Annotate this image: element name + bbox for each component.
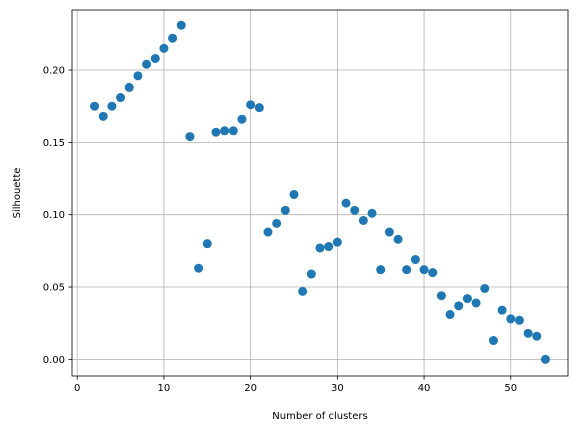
y-tick-label: 0.05: [43, 283, 65, 294]
data-point: [185, 132, 195, 142]
data-point: [419, 265, 429, 275]
y-tick-label: 0.15: [43, 138, 65, 149]
x-tick-label: 10: [158, 383, 171, 394]
data-point: [98, 111, 108, 121]
data-point: [428, 268, 438, 278]
data-point: [488, 336, 498, 346]
data-point: [298, 286, 308, 296]
data-point: [497, 305, 507, 315]
data-point: [306, 269, 316, 279]
x-tick-label: 0: [74, 383, 80, 394]
data-point: [228, 126, 238, 136]
data-point: [176, 20, 186, 30]
data-point: [540, 354, 550, 364]
data-point: [202, 239, 212, 249]
data-point: [133, 71, 143, 81]
plot-frame: [71, 9, 569, 377]
data-point: [107, 101, 117, 111]
data-point: [150, 53, 160, 63]
data-point: [280, 205, 290, 215]
data-point: [315, 243, 325, 253]
y-tick-label: 0.10: [43, 210, 65, 221]
data-point: [116, 93, 126, 103]
data-point: [220, 126, 230, 136]
x-tick-label: 50: [504, 383, 517, 394]
data-point: [384, 227, 394, 237]
data-point: [532, 331, 542, 341]
y-tick-label: 0.20: [43, 66, 65, 77]
data-point: [289, 189, 299, 199]
data-point: [237, 114, 247, 124]
x-tick-label: 30: [331, 383, 344, 394]
y-axis-ticks: 0.00 0.05 0.10 0.15 0.20: [43, 66, 72, 366]
data-point: [367, 208, 377, 218]
x-axis-label: Number of clusters: [272, 411, 367, 422]
data-point: [324, 242, 334, 252]
data-point: [124, 82, 134, 92]
data-point: [358, 215, 368, 225]
data-point: [436, 291, 446, 301]
data-point: [445, 310, 455, 320]
data-point: [142, 59, 152, 69]
data-point: [514, 315, 524, 325]
data-point: [462, 294, 472, 304]
x-tick-label: 20: [244, 383, 257, 394]
x-tick-label: 40: [418, 383, 431, 394]
data-points: [90, 20, 550, 364]
data-point: [159, 43, 169, 53]
data-point: [168, 33, 178, 43]
data-point: [410, 255, 420, 265]
data-point: [454, 301, 464, 311]
data-point: [194, 263, 204, 273]
data-point: [471, 298, 481, 308]
data-point: [350, 205, 360, 215]
data-point: [402, 265, 412, 275]
data-point: [90, 101, 100, 111]
data-point: [332, 237, 342, 247]
data-point: [254, 103, 264, 113]
data-point: [246, 100, 256, 110]
data-point: [341, 198, 351, 208]
x-axis-ticks: 0 10 20 30 40 50: [74, 376, 517, 394]
data-point: [393, 234, 403, 244]
y-axis-label: Silhouette: [12, 168, 23, 219]
data-point: [263, 227, 273, 237]
data-point: [376, 265, 386, 275]
data-point: [523, 328, 533, 338]
data-point: [480, 283, 490, 293]
data-point: [506, 314, 516, 324]
data-point: [211, 127, 221, 137]
y-tick-label: 0.00: [43, 355, 65, 366]
data-point: [272, 218, 282, 228]
grid: [72, 10, 568, 376]
